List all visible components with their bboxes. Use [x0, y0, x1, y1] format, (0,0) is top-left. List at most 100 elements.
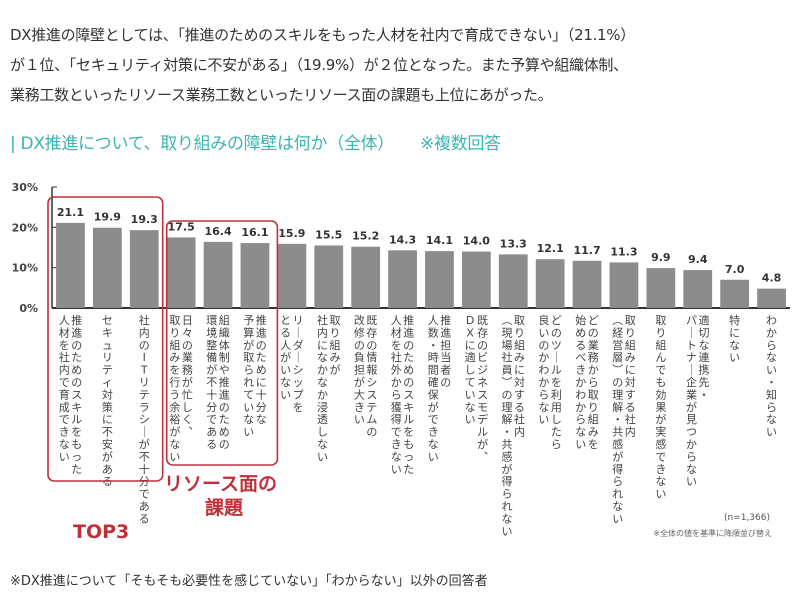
sample-size: (n=1,366) — [723, 513, 770, 523]
category-label-char: す — [514, 388, 525, 401]
category-label-char: り — [330, 326, 341, 339]
category-label-char: な — [317, 376, 328, 389]
bar-value-label: 15.9 — [278, 227, 305, 240]
category-label-char: な — [256, 413, 267, 426]
category-label-char: 策 — [102, 400, 113, 414]
category-label-char: 先 — [699, 376, 710, 389]
bar — [757, 288, 786, 308]
category-label-char: な — [317, 438, 328, 451]
bar-value-label: 4.8 — [762, 272, 782, 285]
category-label-char: 取 — [625, 314, 636, 327]
category-label-char: う — [169, 388, 180, 401]
category-label-char: の — [354, 339, 365, 352]
category-label-char: か — [391, 376, 402, 389]
category-label-char: の — [71, 376, 82, 389]
category-label-char: 社 — [514, 412, 525, 426]
category-label-char: 対 — [102, 387, 113, 401]
category-label-char: 時 — [428, 351, 439, 364]
category-label-char: 果 — [655, 401, 666, 414]
intro-line-3: 業務工数といったリソース業務工数といったリソース面の課題も上位にあがった。 — [10, 86, 553, 104]
category-label-char: 知 — [766, 387, 777, 401]
category-label-char: か — [588, 364, 599, 377]
category-label-char: で — [428, 413, 439, 426]
category-label-char: な — [169, 438, 180, 451]
category-label-char: 適 — [699, 313, 710, 327]
category-label-char: ︑ — [477, 450, 488, 463]
category-label-char: 切 — [699, 326, 710, 339]
category-label-char: な — [686, 463, 697, 476]
category-label-char: 進 — [256, 326, 267, 339]
resource-frame — [165, 220, 279, 466]
footnote: ※DX推進について「そもそも必要性を感じていない」「わからない」以外の回答者 — [10, 574, 488, 589]
bar — [388, 250, 417, 308]
category-label-char: 者 — [440, 364, 451, 377]
category-label-char: め — [71, 364, 82, 377]
category-label-char: 存 — [366, 325, 377, 339]
category-label-char: 予 — [243, 314, 254, 327]
bar — [461, 251, 491, 308]
category-label-char: る — [139, 512, 150, 525]
category-label-char: 取 — [655, 314, 666, 327]
category-label-char: を — [71, 426, 82, 439]
bar — [277, 243, 307, 308]
bar-value-label: 13.3 — [500, 237, 527, 250]
category-label-char: ・ — [699, 388, 710, 401]
category-label-char: い — [655, 488, 666, 501]
category-label-char: ど — [551, 314, 562, 327]
category-label-char: た — [403, 351, 414, 364]
category-label-char: が — [612, 449, 623, 463]
category-label-char: た — [219, 413, 230, 426]
category-label-char: な — [766, 351, 777, 364]
category-label-char: 得 — [391, 413, 402, 426]
category-label-char: い — [169, 450, 180, 463]
intro-line-2: が１位、「セキュリティ対策に不安がある」（19.9%）が２位となった。また予算や… — [10, 56, 628, 74]
category-label-char: テ — [366, 401, 377, 414]
category-label-char: 携 — [699, 363, 710, 377]
bar — [56, 222, 85, 308]
category-label-char: 共 — [612, 426, 623, 439]
category-label-char: 組 — [169, 339, 180, 352]
category-label-char: ら — [686, 450, 697, 463]
category-label-char: 理 — [612, 388, 623, 401]
category-label-char: ル — [403, 413, 414, 426]
category-label-char: な — [59, 438, 70, 451]
category-label-char: 組 — [514, 339, 525, 352]
category-label-char: デ — [477, 412, 488, 426]
category-label-char: た — [71, 463, 82, 476]
category-label-char: 内 — [625, 425, 636, 439]
bar-value-label: 15.2 — [352, 230, 379, 243]
category-label-char: 存 — [477, 325, 488, 339]
category-label-char: で — [59, 413, 70, 426]
category-label-char: 担 — [440, 338, 451, 352]
category-label-char: め — [219, 426, 230, 439]
category-label-char: 共 — [502, 438, 513, 451]
category-label-char: 人 — [59, 314, 70, 327]
category-label-char: き — [391, 438, 402, 451]
category-label-char: し — [182, 401, 193, 414]
category-label-char: か — [575, 401, 586, 414]
category-label-char: で — [655, 364, 666, 377]
category-label-char: 解 — [612, 400, 623, 414]
category-label-char: の — [551, 326, 562, 339]
bar-value-label: 14.1 — [426, 234, 453, 247]
category-label-char: が — [502, 462, 513, 476]
category-label-char: い — [317, 450, 328, 463]
category-label-char: 効 — [655, 387, 666, 401]
category-label-char: 経 — [612, 326, 623, 339]
category-label-char: き — [59, 426, 70, 439]
category-label-char: 用 — [551, 401, 562, 414]
category-label-char: み — [169, 351, 180, 364]
category-label-char: い — [766, 426, 777, 439]
category-label-char: 取 — [330, 314, 341, 327]
category-label-char: 対 — [625, 375, 636, 389]
bar — [203, 241, 233, 308]
category-label-char: 獲 — [391, 401, 402, 414]
category-label-char: モ — [477, 401, 488, 414]
category-label-char: シ — [366, 376, 377, 389]
category-label-char: 算 — [243, 325, 254, 339]
